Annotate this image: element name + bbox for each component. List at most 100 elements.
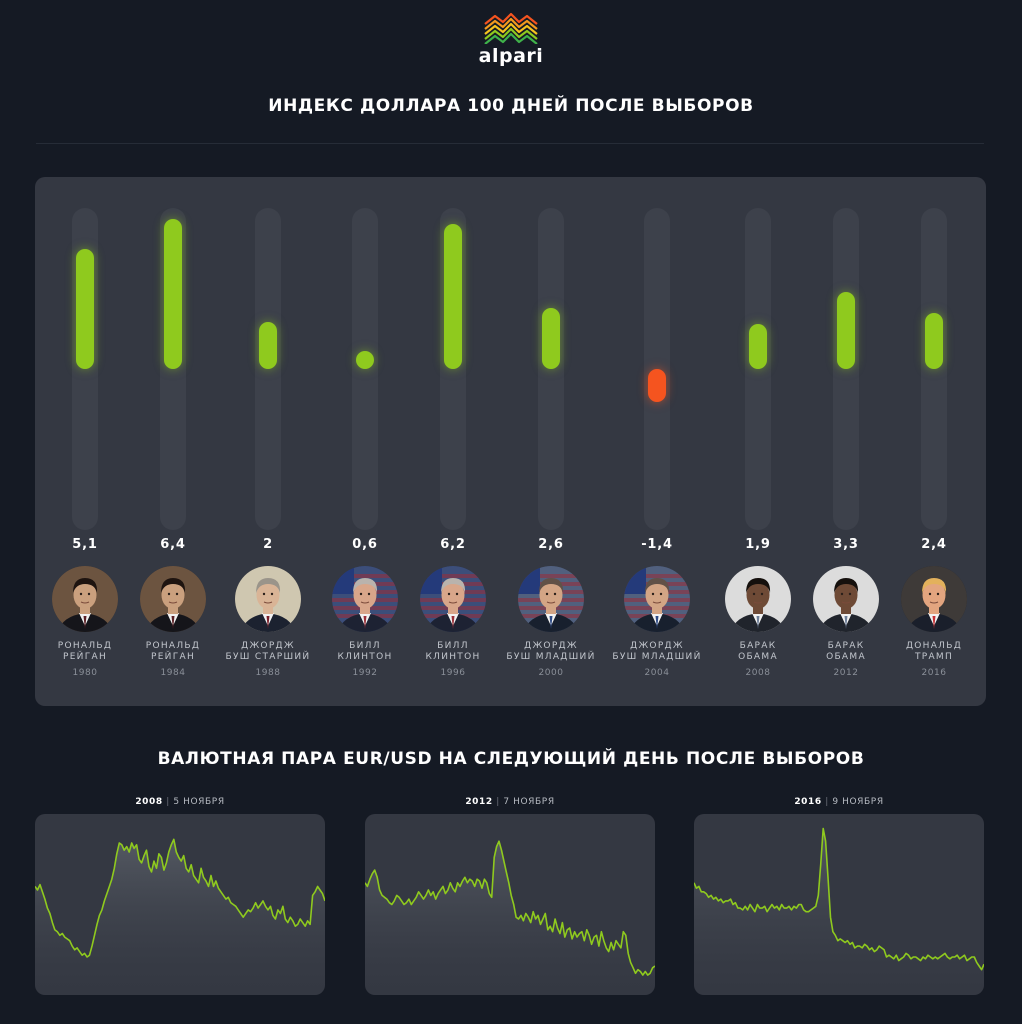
president-name-line1: БИЛЛ	[437, 641, 469, 651]
president-column: 2,4 ДОНАЛЬД ТРАМП 2016	[884, 177, 984, 706]
bar-value-label: 0,6	[352, 537, 378, 552]
bar-positive	[925, 312, 943, 369]
president-name-line1: ДЖОРДЖ	[524, 641, 578, 651]
mini-chart-label-2008: 2008 | 5 НОЯБРЯ	[135, 797, 225, 807]
president-name: РОНАЛЬД РЕЙГАН	[113, 641, 233, 663]
bar-track	[921, 208, 947, 530]
president-name: ДЖОРДЖ БУШ СТАРШИЙ	[208, 641, 328, 663]
obama-portrait	[725, 566, 791, 632]
president-name: РОНАЛЬД РЕЙГАН	[25, 641, 145, 663]
president-name: БАРАК ОБАМА	[698, 641, 818, 663]
president-column: 6,4 РОНАЛЬД РЕЙГАН 1984	[123, 177, 223, 706]
bar-positive	[444, 223, 462, 369]
president-name-line2: БУШ СТАРШИЙ	[225, 652, 311, 662]
mini-chart-year: 2008	[135, 797, 163, 807]
president-name-line2: КЛИНТОН	[337, 652, 393, 662]
president-column: 0,6 БИЛЛ КЛИНТОН 1992	[315, 177, 415, 706]
bar-value-label: 2,6	[538, 537, 564, 552]
election-year: 2004	[644, 668, 670, 678]
bush-jr-portrait	[518, 566, 584, 632]
obama-portrait-art	[813, 566, 879, 632]
mini-chart-label-2016: 2016 | 9 НОЯБРЯ	[794, 797, 884, 807]
line-area-fill	[694, 828, 984, 995]
president-column: 1,9 БАРАК ОБАМА 2008	[708, 177, 808, 706]
president-name-line1: БАРАК	[827, 641, 865, 651]
eurusd-series-line	[694, 827, 984, 971]
eurusd-series-line	[35, 838, 325, 958]
bush-jr-portrait-art	[624, 566, 690, 632]
president-name: ДЖОРДЖ БУШ МЛАДШИЙ	[597, 641, 717, 663]
election-year: 1992	[352, 668, 378, 678]
eurusd-series-line	[365, 840, 655, 976]
mini-chart-label-2012: 2012 | 7 НОЯБРЯ	[465, 797, 555, 807]
president-name-line1: БИЛЛ	[349, 641, 381, 651]
bar-value-label: 6,2	[440, 537, 466, 552]
election-year: 2016	[921, 668, 947, 678]
bar-track	[538, 208, 564, 530]
bush-jr-portrait	[624, 566, 690, 632]
bar-positive	[837, 291, 855, 369]
obama-portrait-art	[725, 566, 791, 632]
eurusd-line-chart	[365, 840, 655, 995]
bar-value-label: 3,3	[833, 537, 859, 552]
bar-value-label: 5,1	[72, 537, 98, 552]
bar-positive	[76, 249, 94, 369]
president-name-line1: ДЖОРДЖ	[241, 641, 295, 651]
eurusd-line-chart	[35, 838, 325, 995]
mini-chart-date: 5 НОЯБРЯ	[173, 797, 225, 807]
reagan-portrait-art	[140, 566, 206, 632]
bar-value-label: 2,4	[921, 537, 947, 552]
bar-positive	[356, 351, 374, 369]
bar-track	[255, 208, 281, 530]
reagan-portrait	[52, 566, 118, 632]
president-name-line1: ДЖОРДЖ	[630, 641, 684, 651]
bar-value-label: -1,4	[641, 537, 673, 552]
president-column: 2 ДЖОРДЖ БУШ СТАРШИЙ 1988	[218, 177, 318, 706]
eurusd-chart-2012	[365, 814, 655, 995]
bar-track	[745, 208, 771, 530]
president-name-line2: ТРАМП	[914, 652, 954, 662]
president-column: -1,4 ДЖОРДЖ БУШ МЛАДШИЙ 2004	[607, 177, 707, 706]
president-name-line1: РОНАЛЬД	[145, 641, 201, 651]
bar-value-label: 2	[263, 537, 273, 552]
president-name-line2: РЕЙГАН	[150, 652, 196, 662]
alpari-logo-text: alpari	[478, 45, 544, 67]
president-name-line2: БУШ МЛАДШИЙ	[506, 652, 596, 662]
trump-portrait-art	[901, 566, 967, 632]
bar-positive	[164, 219, 182, 369]
president-name-line2: БУШ МЛАДШИЙ	[612, 652, 702, 662]
bar-negative	[648, 369, 666, 402]
bar-value-label: 6,4	[160, 537, 186, 552]
bush-jr-portrait-art	[518, 566, 584, 632]
reagan-portrait	[140, 566, 206, 632]
dollar-index-chart: 5,1 РОНАЛЬД РЕЙГАН 1980 6,4 РОНАЛЬД РЕЙГАН 1984…	[35, 177, 986, 706]
reagan-portrait-art	[52, 566, 118, 632]
election-year: 1988	[255, 668, 281, 678]
trump-portrait	[901, 566, 967, 632]
eurusd-title: ВАЛЮТНАЯ ПАРА EUR/USD НА СЛЕДУЮЩИЙ ДЕНЬ …	[157, 749, 865, 769]
clinton-portrait-art	[332, 566, 398, 632]
obama-portrait	[813, 566, 879, 632]
bush-sr-portrait	[235, 566, 301, 632]
election-year: 2008	[745, 668, 771, 678]
bar-track	[833, 208, 859, 530]
president-name-line1: ДОНАЛЬД	[905, 641, 963, 651]
clinton-portrait-art	[420, 566, 486, 632]
title-divider	[36, 143, 984, 144]
bar-positive	[749, 324, 767, 369]
clinton-portrait	[420, 566, 486, 632]
election-year: 1996	[440, 668, 466, 678]
alpari-logo-icon	[484, 12, 538, 44]
line-area-fill	[365, 841, 655, 995]
mini-chart-year: 2012	[465, 797, 493, 807]
president-column: 6,2 БИЛЛ КЛИНТОН 1996	[403, 177, 503, 706]
election-year: 1980	[72, 668, 98, 678]
bar-value-label: 1,9	[745, 537, 771, 552]
president-name-line1: БАРАК	[739, 641, 777, 651]
election-year: 2000	[538, 668, 564, 678]
president-name: БИЛЛ КЛИНТОН	[305, 641, 425, 663]
president-name-line1: РОНАЛЬД	[57, 641, 113, 651]
president-column: 2,6 ДЖОРДЖ БУШ МЛАДШИЙ 2000	[501, 177, 601, 706]
mini-chart-date: 7 НОЯБРЯ	[503, 797, 555, 807]
president-column: 5,1 РОНАЛЬД РЕЙГАН 1980	[35, 177, 135, 706]
